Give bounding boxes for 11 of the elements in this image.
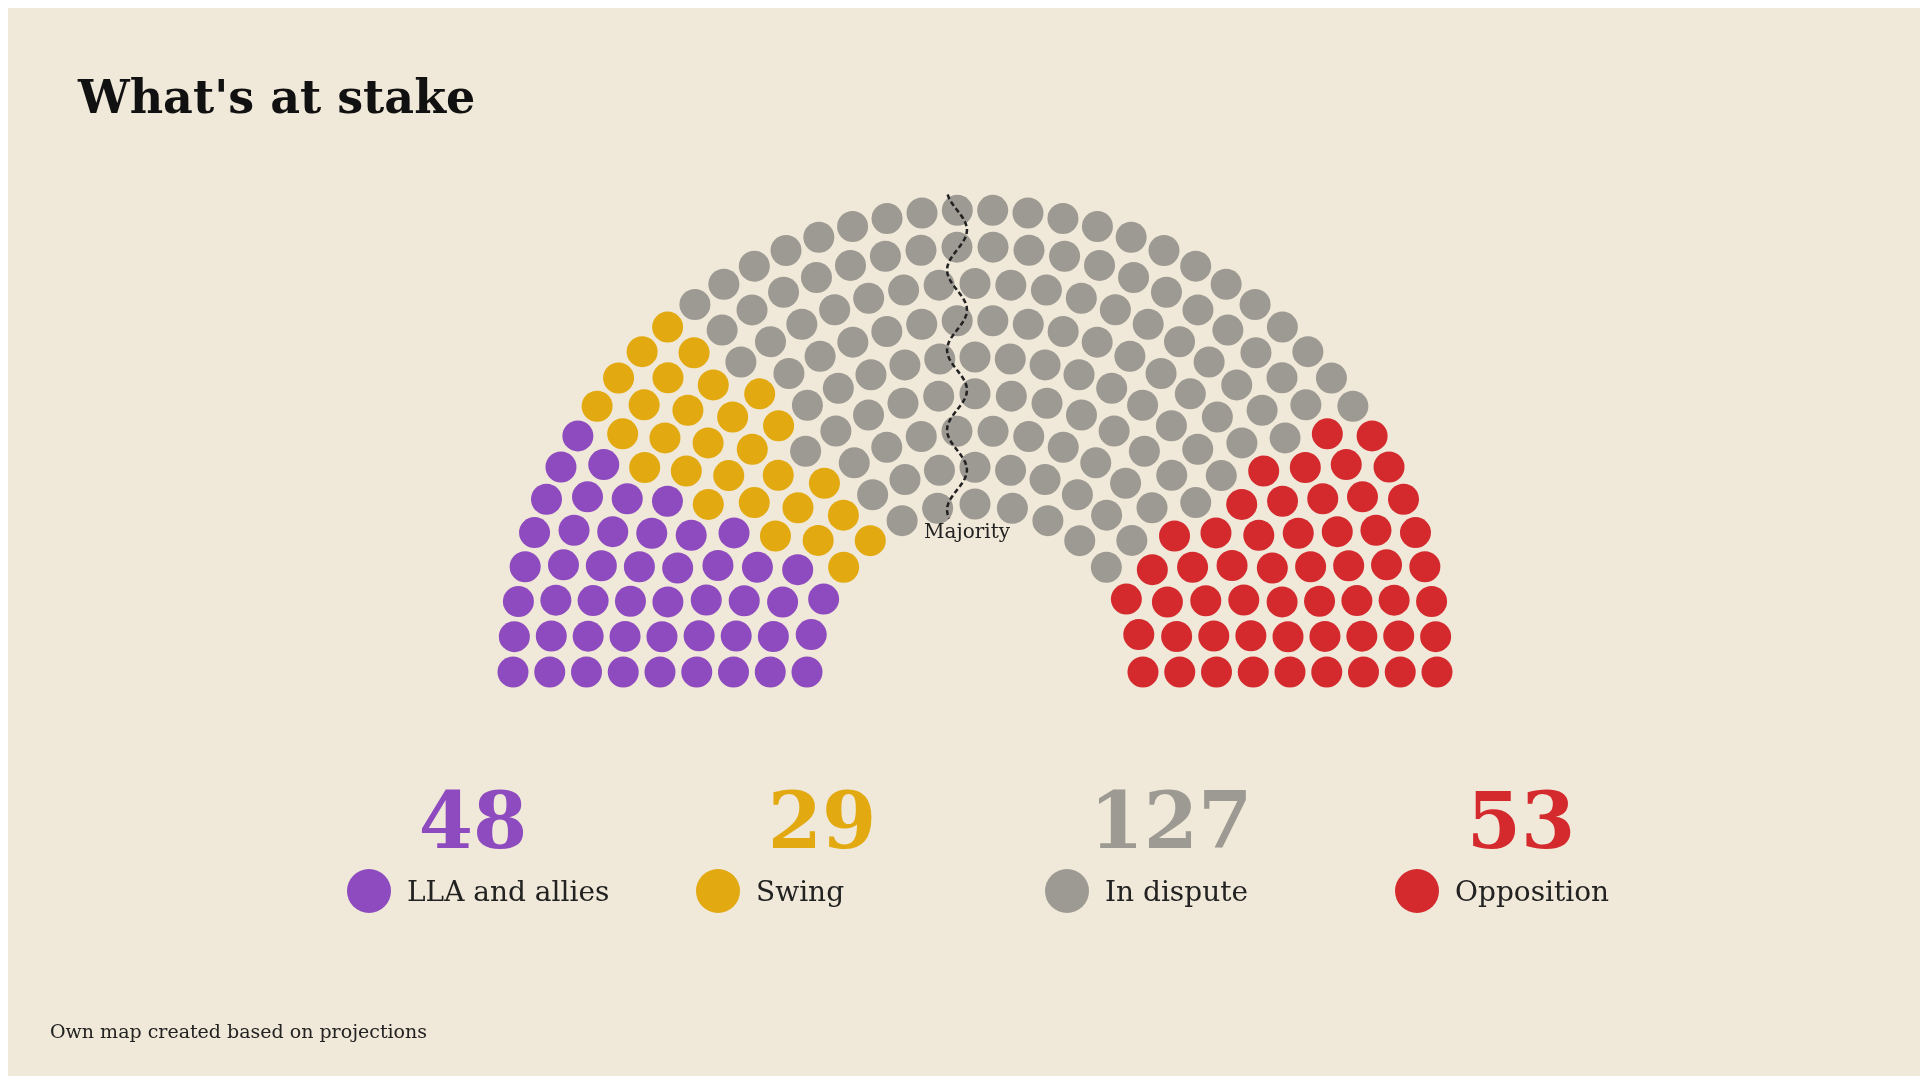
category-label: Opposition <box>1455 875 1610 908</box>
data-label: 53 <box>1466 775 1576 866</box>
data-label: 29 <box>767 775 877 866</box>
data-label: 127 <box>1089 775 1253 866</box>
text: Own map created based on projections <box>50 1020 428 1042</box>
category-label: LLA and allies <box>407 875 610 908</box>
category-label: Swing <box>756 875 845 908</box>
text: What's at stake <box>77 70 476 124</box>
data-label: 48 <box>418 775 528 866</box>
category-label: In dispute <box>1105 875 1249 908</box>
text: Majority <box>924 519 1011 543</box>
